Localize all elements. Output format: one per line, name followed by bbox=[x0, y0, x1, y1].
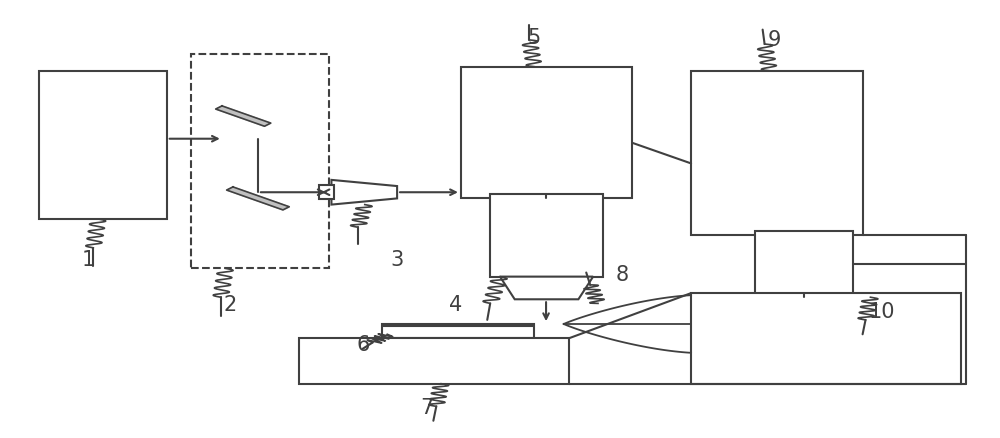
Text: 6: 6 bbox=[356, 335, 369, 355]
Polygon shape bbox=[500, 277, 593, 299]
Polygon shape bbox=[216, 106, 271, 126]
FancyBboxPatch shape bbox=[691, 293, 961, 384]
Text: 2: 2 bbox=[224, 296, 237, 315]
Text: 9: 9 bbox=[768, 30, 781, 50]
Text: 5: 5 bbox=[528, 28, 541, 48]
Polygon shape bbox=[331, 180, 397, 205]
FancyBboxPatch shape bbox=[490, 194, 603, 277]
FancyBboxPatch shape bbox=[319, 185, 334, 199]
FancyBboxPatch shape bbox=[382, 324, 534, 339]
Text: 3: 3 bbox=[390, 250, 404, 270]
FancyBboxPatch shape bbox=[461, 67, 632, 198]
FancyBboxPatch shape bbox=[39, 71, 167, 219]
Text: 8: 8 bbox=[616, 265, 629, 285]
Polygon shape bbox=[227, 187, 289, 210]
FancyBboxPatch shape bbox=[755, 231, 853, 297]
FancyBboxPatch shape bbox=[299, 339, 569, 384]
FancyBboxPatch shape bbox=[191, 54, 328, 268]
Text: 7: 7 bbox=[420, 399, 433, 418]
Text: 4: 4 bbox=[449, 296, 463, 315]
FancyBboxPatch shape bbox=[691, 71, 863, 236]
Text: 1: 1 bbox=[82, 250, 95, 270]
Text: 10: 10 bbox=[869, 302, 895, 321]
